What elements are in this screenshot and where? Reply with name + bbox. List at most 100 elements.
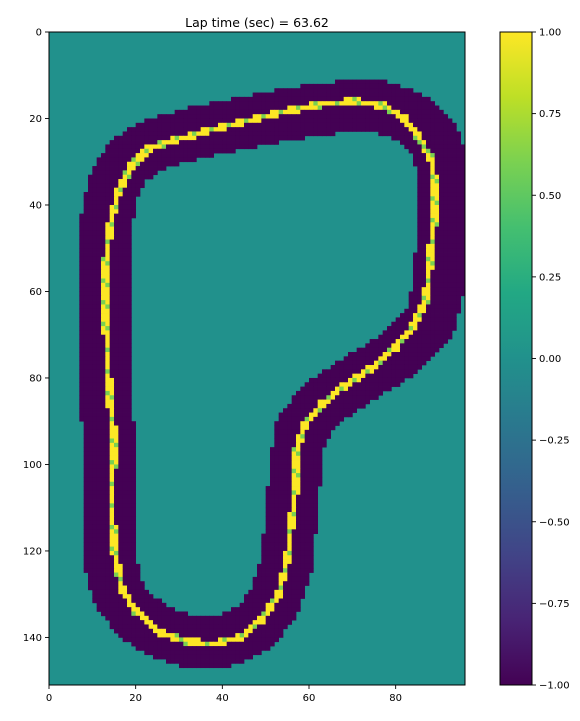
track-cell <box>92 390 98 396</box>
track-cell <box>96 274 102 279</box>
track-cell <box>452 230 457 236</box>
track-cell <box>166 607 171 612</box>
racing-line-cell <box>430 235 436 240</box>
racing-line-cell <box>261 114 267 119</box>
racing-line-cell <box>404 118 410 124</box>
track-cell <box>309 377 314 383</box>
track-cell <box>330 105 336 111</box>
track-cell <box>434 313 440 318</box>
track-cell <box>83 230 89 236</box>
track-cell <box>460 217 466 223</box>
racing-line-cell <box>248 628 254 634</box>
track-cell <box>300 507 306 513</box>
track-cell <box>387 343 392 349</box>
track-cell <box>374 114 379 119</box>
track-cell <box>192 148 197 154</box>
track-cell <box>109 615 115 621</box>
track-cell <box>391 105 397 111</box>
track-cell <box>304 390 310 396</box>
track-cell <box>322 131 327 137</box>
track-cell <box>83 261 89 266</box>
colorbar-tick-label: 0.50 <box>539 191 561 202</box>
track-cell <box>200 144 206 150</box>
track-cell <box>88 179 93 184</box>
track-cell <box>343 92 349 98</box>
track-cell <box>118 408 124 413</box>
track-cell <box>88 334 93 340</box>
track-cell <box>161 161 167 167</box>
track-cell <box>270 135 275 141</box>
track-cell <box>122 282 128 288</box>
track-cell <box>118 477 124 483</box>
track-cell <box>261 537 267 543</box>
track-cell <box>439 256 444 262</box>
track-cell <box>270 641 275 647</box>
track-cell <box>118 403 124 409</box>
racing-line-cell <box>192 131 197 137</box>
track-cell <box>443 278 449 284</box>
track-cell <box>118 304 124 310</box>
track-cell <box>122 537 128 543</box>
track-cell <box>192 122 197 128</box>
racing-line-cell <box>109 226 115 232</box>
track-cell <box>101 174 106 180</box>
track-cell <box>244 641 249 647</box>
track-cell <box>335 88 340 93</box>
track-cell <box>140 624 145 630</box>
track-cell <box>322 88 327 93</box>
track-cell <box>426 352 431 357</box>
track-cell <box>209 659 215 664</box>
track-cell <box>270 585 275 591</box>
track-cell <box>170 646 176 651</box>
track-cell <box>205 105 210 111</box>
track-cell <box>127 477 132 483</box>
track-cell <box>122 533 128 539</box>
track-cell <box>313 455 319 461</box>
track-cell <box>83 516 89 522</box>
track-cell <box>430 330 436 336</box>
track-cell <box>118 287 124 292</box>
track-cell <box>439 209 444 214</box>
track-cell <box>287 127 293 132</box>
track-cell <box>296 131 301 137</box>
track-cell <box>417 222 423 227</box>
track-cell <box>157 148 163 154</box>
track-cell <box>434 131 440 137</box>
racing-line-cell <box>404 330 410 336</box>
heatmap-cells <box>49 32 466 685</box>
track-cell <box>304 455 310 461</box>
track-cell <box>460 235 466 240</box>
track-cell <box>309 529 314 534</box>
track-cell <box>278 455 284 461</box>
track-cell <box>309 451 314 457</box>
track-cell <box>287 607 293 612</box>
track-cell <box>408 308 414 314</box>
track-cell <box>101 399 106 405</box>
track-cell <box>209 131 215 137</box>
track-cell <box>287 434 293 439</box>
track-cell <box>365 118 371 124</box>
track-cell <box>244 611 249 617</box>
racing-line-cell <box>105 343 111 349</box>
track-cell <box>413 334 418 340</box>
track-cell <box>101 170 106 176</box>
racing-line-cell <box>105 330 111 336</box>
track-cell <box>452 144 457 150</box>
track-cell <box>274 602 280 608</box>
track-cell <box>313 96 319 102</box>
track-cell <box>127 589 132 595</box>
track-cell <box>447 135 453 141</box>
track-cell <box>222 101 228 106</box>
track-cell <box>148 598 154 604</box>
track-cell <box>114 615 119 621</box>
track-cell <box>200 140 206 145</box>
track-cell <box>153 153 158 158</box>
track-cell <box>270 550 275 556</box>
track-cell <box>127 390 132 396</box>
track-cell <box>131 533 137 539</box>
racing-line-cell <box>369 101 375 106</box>
track-cell <box>421 265 427 271</box>
track-cell <box>304 507 310 513</box>
track-cell <box>456 174 462 180</box>
track-cell <box>135 594 141 599</box>
